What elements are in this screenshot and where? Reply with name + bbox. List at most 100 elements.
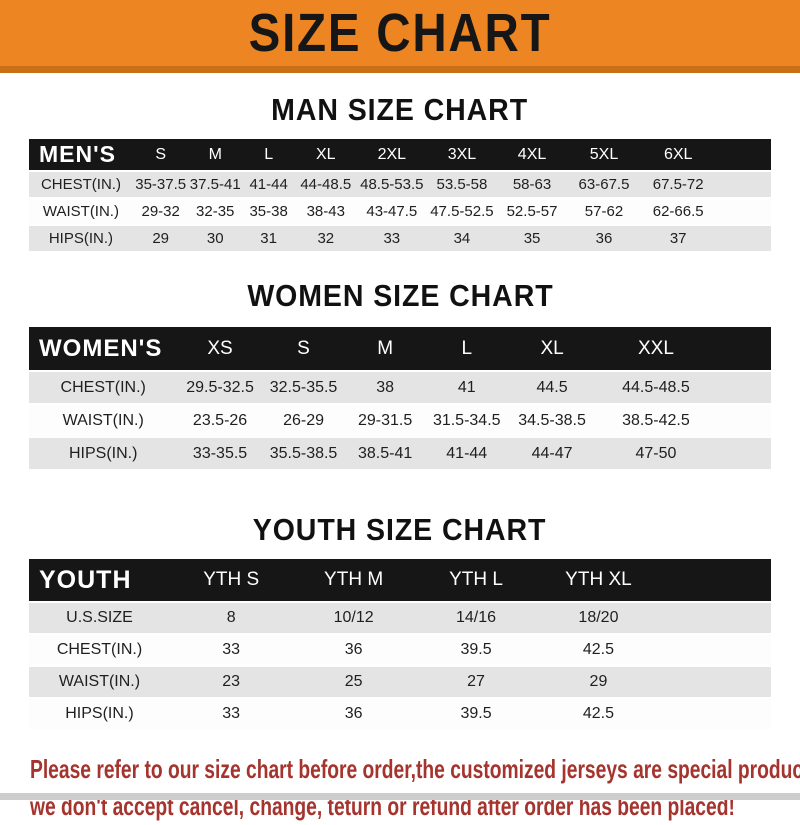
size-cell: 38.5-42.5 bbox=[596, 403, 716, 437]
size-cell: 43-47.5 bbox=[356, 197, 428, 225]
size-col-header: YTH L bbox=[414, 559, 538, 602]
size-col-header: XS bbox=[177, 327, 263, 371]
size-cell: 32 bbox=[295, 224, 357, 251]
row-label: WAIST(IN.) bbox=[29, 665, 170, 698]
size-cell: 53.5-58 bbox=[427, 170, 497, 198]
size-cell: 37 bbox=[640, 224, 717, 251]
size-col-header: L bbox=[425, 327, 508, 371]
row-label: CHEST(IN.) bbox=[29, 170, 133, 198]
size-cell: 62-66.5 bbox=[640, 197, 717, 225]
table-row: WAIST(IN.) 23.5-26 26-29 29-31.5 31.5-34… bbox=[29, 403, 771, 437]
spacer-cell bbox=[659, 697, 771, 729]
size-cell: 35 bbox=[496, 224, 568, 251]
size-cell: 34 bbox=[427, 224, 497, 251]
size-cell: 10/12 bbox=[292, 601, 415, 634]
size-cell: 58-63 bbox=[496, 170, 568, 198]
size-cell: 35.5-38.5 bbox=[262, 436, 345, 469]
size-col-header: XL bbox=[295, 139, 357, 171]
size-cell: 38 bbox=[344, 370, 426, 404]
size-cell: 18/20 bbox=[537, 601, 660, 634]
spacer-cell bbox=[716, 197, 771, 225]
size-col-header: XXL bbox=[596, 327, 716, 371]
size-cell: 41-44 bbox=[241, 170, 296, 198]
size-cell: 33-35.5 bbox=[177, 436, 263, 469]
size-cell: 44.5 bbox=[507, 370, 597, 404]
group-label: MEN'S bbox=[29, 139, 133, 171]
row-label: HIPS(IN.) bbox=[29, 224, 133, 251]
table-row: HIPS(IN.) 33-35.5 35.5-38.5 38.5-41 41-4… bbox=[29, 436, 771, 469]
spacer-cell bbox=[716, 139, 771, 171]
row-label: U.S.SIZE bbox=[29, 601, 170, 634]
spacer-cell bbox=[715, 370, 771, 404]
row-label: HIPS(IN.) bbox=[29, 436, 178, 469]
size-cell: 33 bbox=[356, 224, 428, 251]
size-cell: 48.5-53.5 bbox=[356, 170, 428, 198]
table-row: WAIST(IN.) 29-32 32-35 35-38 38-43 43-47… bbox=[29, 197, 771, 225]
size-col-header: YTH M bbox=[292, 559, 415, 602]
size-col-header: 5XL bbox=[567, 139, 641, 171]
spacer-cell bbox=[716, 224, 771, 251]
size-cell: 14/16 bbox=[414, 601, 538, 634]
spacer-cell bbox=[715, 403, 771, 437]
size-col-header: S bbox=[132, 139, 189, 171]
size-cell: 36 bbox=[292, 697, 415, 729]
table-row: U.S.SIZE 8 10/12 14/16 18/20 bbox=[29, 601, 771, 634]
size-cell: 42.5 bbox=[537, 633, 660, 666]
size-cell: 25 bbox=[292, 665, 415, 698]
size-cell: 42.5 bbox=[537, 697, 660, 729]
size-cell: 30 bbox=[188, 224, 242, 251]
size-col-header: 4XL bbox=[496, 139, 568, 171]
size-cell: 34.5-38.5 bbox=[507, 403, 597, 437]
size-col-header: M bbox=[344, 327, 426, 371]
spacer-cell bbox=[715, 327, 771, 371]
group-label: YOUTH bbox=[29, 559, 170, 602]
size-cell: 23.5-26 bbox=[177, 403, 263, 437]
size-col-header: 6XL bbox=[640, 139, 717, 171]
size-col-header: 2XL bbox=[356, 139, 428, 171]
size-col-header: 3XL bbox=[427, 139, 497, 171]
size-cell: 63-67.5 bbox=[567, 170, 641, 198]
row-label: HIPS(IN.) bbox=[29, 697, 170, 729]
man-section-title: MAN SIZE CHART bbox=[271, 92, 529, 127]
table-row: HIPS(IN.) 29 30 31 32 33 34 35 36 37 bbox=[29, 224, 771, 251]
youth-size-table: YOUTH YTH S YTH M YTH L YTH XL U.S.SIZE … bbox=[29, 559, 771, 729]
size-col-header: XL bbox=[507, 327, 597, 371]
size-cell: 33 bbox=[169, 697, 293, 729]
size-cell: 47-50 bbox=[596, 436, 716, 469]
order-policy-note: Please refer to our size chart before or… bbox=[30, 751, 800, 825]
size-cell: 41-44 bbox=[425, 436, 508, 469]
spacer-cell bbox=[715, 436, 771, 469]
size-chart-banner: SIZE CHART bbox=[0, 0, 800, 73]
size-cell: 37.5-41 bbox=[188, 170, 242, 198]
size-cell: 31 bbox=[241, 224, 296, 251]
size-cell: 31.5-34.5 bbox=[425, 403, 508, 437]
women-section-title: WOMEN SIZE CHART bbox=[246, 278, 554, 313]
size-cell: 8 bbox=[169, 601, 293, 634]
size-cell: 39.5 bbox=[414, 633, 538, 666]
size-col-header: S bbox=[262, 327, 345, 371]
size-cell: 44-48.5 bbox=[295, 170, 357, 198]
bottom-edge-strip bbox=[0, 793, 800, 800]
size-cell: 41 bbox=[425, 370, 508, 404]
row-label: CHEST(IN.) bbox=[29, 370, 178, 404]
size-cell: 23 bbox=[169, 665, 293, 698]
table-row: HIPS(IN.) 33 36 39.5 42.5 bbox=[29, 697, 771, 729]
size-cell: 27 bbox=[414, 665, 538, 698]
size-cell: 44.5-48.5 bbox=[596, 370, 716, 404]
row-label: WAIST(IN.) bbox=[29, 197, 133, 225]
spacer-cell bbox=[659, 559, 771, 602]
size-cell: 52.5-57 bbox=[496, 197, 568, 225]
size-cell: 32-35 bbox=[188, 197, 242, 225]
size-cell: 29-32 bbox=[132, 197, 189, 225]
size-cell: 26-29 bbox=[262, 403, 345, 437]
size-cell: 29 bbox=[132, 224, 189, 251]
size-cell: 38-43 bbox=[295, 197, 357, 225]
size-col-header: YTH XL bbox=[537, 559, 660, 602]
man-size-table: MEN'S S M L XL 2XL 3XL 4XL 5XL 6XL CHEST… bbox=[29, 139, 771, 251]
banner-title: SIZE CHART bbox=[248, 3, 552, 63]
table-row: WAIST(IN.) 23 25 27 29 bbox=[29, 665, 771, 698]
size-cell: 29 bbox=[537, 665, 660, 698]
size-cell: 36 bbox=[567, 224, 641, 251]
size-cell: 35-37.5 bbox=[132, 170, 189, 198]
size-cell: 33 bbox=[169, 633, 293, 666]
